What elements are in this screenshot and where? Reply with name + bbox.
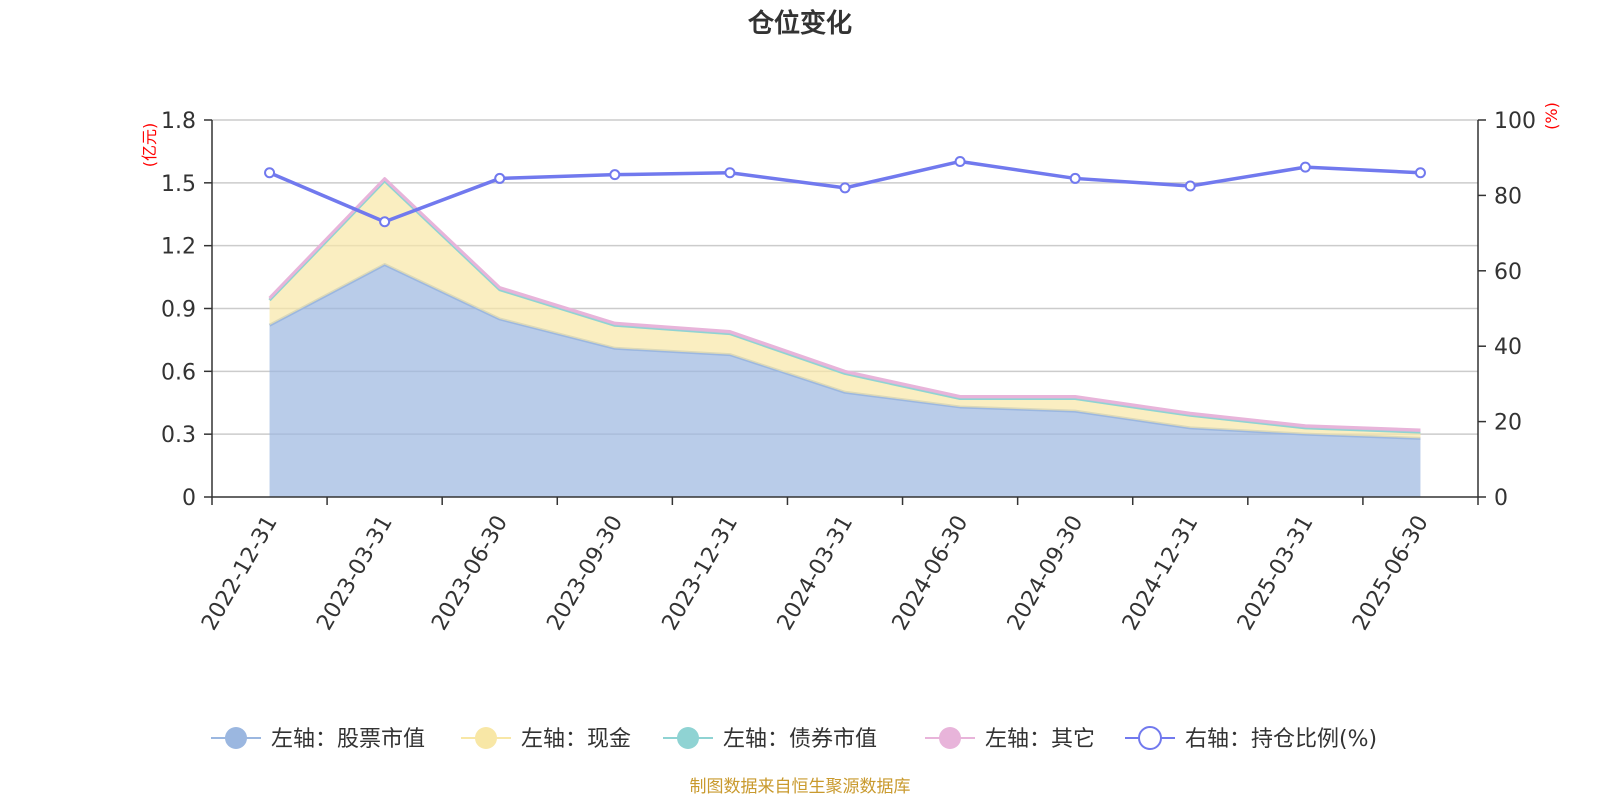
right-axis-tick-label: 60 <box>1494 260 1522 285</box>
x-axis-tick-label: 2024-12-31 <box>1118 512 1204 635</box>
x-axis-tick-label: 2023-12-31 <box>658 512 744 635</box>
x-axis-tick-label: 2023-09-30 <box>542 512 628 635</box>
left-axis-tick-label: 0.6 <box>161 360 196 385</box>
ratio-point <box>1184 180 1196 192</box>
left-axis-tick-label: 1.8 <box>161 109 196 134</box>
ratio-point <box>724 167 736 179</box>
left-axis-tick-label: 0.3 <box>161 423 196 448</box>
legend-label: 左轴：现金 <box>521 727 631 752</box>
left-axis-tick-label: 0 <box>182 486 196 511</box>
legend-marker-icon <box>475 727 497 749</box>
legend-marker-icon <box>225 727 247 749</box>
ratio-point <box>954 155 966 167</box>
legend-item: 左轴：其它 <box>925 727 1095 752</box>
chart-title: 仓位变化 <box>747 8 852 39</box>
left-axis-tick-label: 0.9 <box>161 298 196 323</box>
ratio-point <box>379 216 391 228</box>
legend-marker-icon <box>677 727 699 749</box>
x-axis-tick-label: 2023-06-30 <box>427 512 513 635</box>
legend-marker-icon <box>939 727 961 749</box>
ratio-line <box>264 155 1426 228</box>
x-axis-tick-label: 2023-03-31 <box>312 512 398 635</box>
area-0 <box>269 264 1421 497</box>
x-axis-tick-label: 2024-09-30 <box>1003 512 1089 635</box>
legend-label: 左轴：其它 <box>985 727 1095 752</box>
right-axis-unit: (%) <box>1542 102 1561 130</box>
right-axis-tick-label: 100 <box>1494 109 1536 134</box>
legend-item: 左轴：现金 <box>461 727 631 752</box>
right-axis-tick-label: 0 <box>1494 486 1508 511</box>
left-axis-tick-label: 1.2 <box>161 235 196 260</box>
x-axis-tick-label: 2025-03-31 <box>1233 512 1319 635</box>
legend-marker-icon <box>1138 726 1162 750</box>
legend-label: 右轴：持仓比例(%) <box>1185 727 1377 752</box>
right-axis-tick-label: 40 <box>1494 335 1522 360</box>
legend-label: 左轴：股票市值 <box>271 727 425 752</box>
legend-item: 左轴：债券市值 <box>663 727 877 752</box>
ratio-point <box>1299 161 1311 173</box>
source-note: 制图数据来自恒生聚源数据库 <box>690 777 911 797</box>
ratio-point <box>609 169 621 181</box>
area-1 <box>269 180 1421 439</box>
legend-label: 左轴：债券市值 <box>723 727 877 752</box>
ratio-point <box>494 172 506 184</box>
ratio-point <box>1069 172 1081 184</box>
x-axis-tick-label: 2025-06-30 <box>1348 512 1434 635</box>
ratio-point <box>1414 167 1426 179</box>
x-axis-tick-label: 2024-03-31 <box>773 512 859 635</box>
legend: 左轴：股票市值 左轴：现金 左轴：债券市值 左轴：其它 右轴：持仓比例(%) <box>211 726 1377 752</box>
left-axis-tick-label: 1.5 <box>161 172 196 197</box>
area-edge-0 <box>268 263 1421 440</box>
stacked-areas <box>268 177 1421 497</box>
x-axis-tick-label: 2024-06-30 <box>888 512 974 635</box>
right-axis-tick-label: 20 <box>1494 411 1522 436</box>
area-edge-3 <box>268 177 1421 432</box>
ratio-point <box>264 167 276 179</box>
x-axis-tick-label: 2022-12-31 <box>197 512 283 635</box>
right-axis-tick-label: 80 <box>1494 184 1522 209</box>
legend-item: 右轴：持仓比例(%) <box>1125 726 1377 752</box>
area-edge-2 <box>268 179 1421 434</box>
ratio-point <box>839 182 851 194</box>
left-axis-unit: (亿元) <box>140 123 159 168</box>
legend-item: 左轴：股票市值 <box>211 727 425 752</box>
